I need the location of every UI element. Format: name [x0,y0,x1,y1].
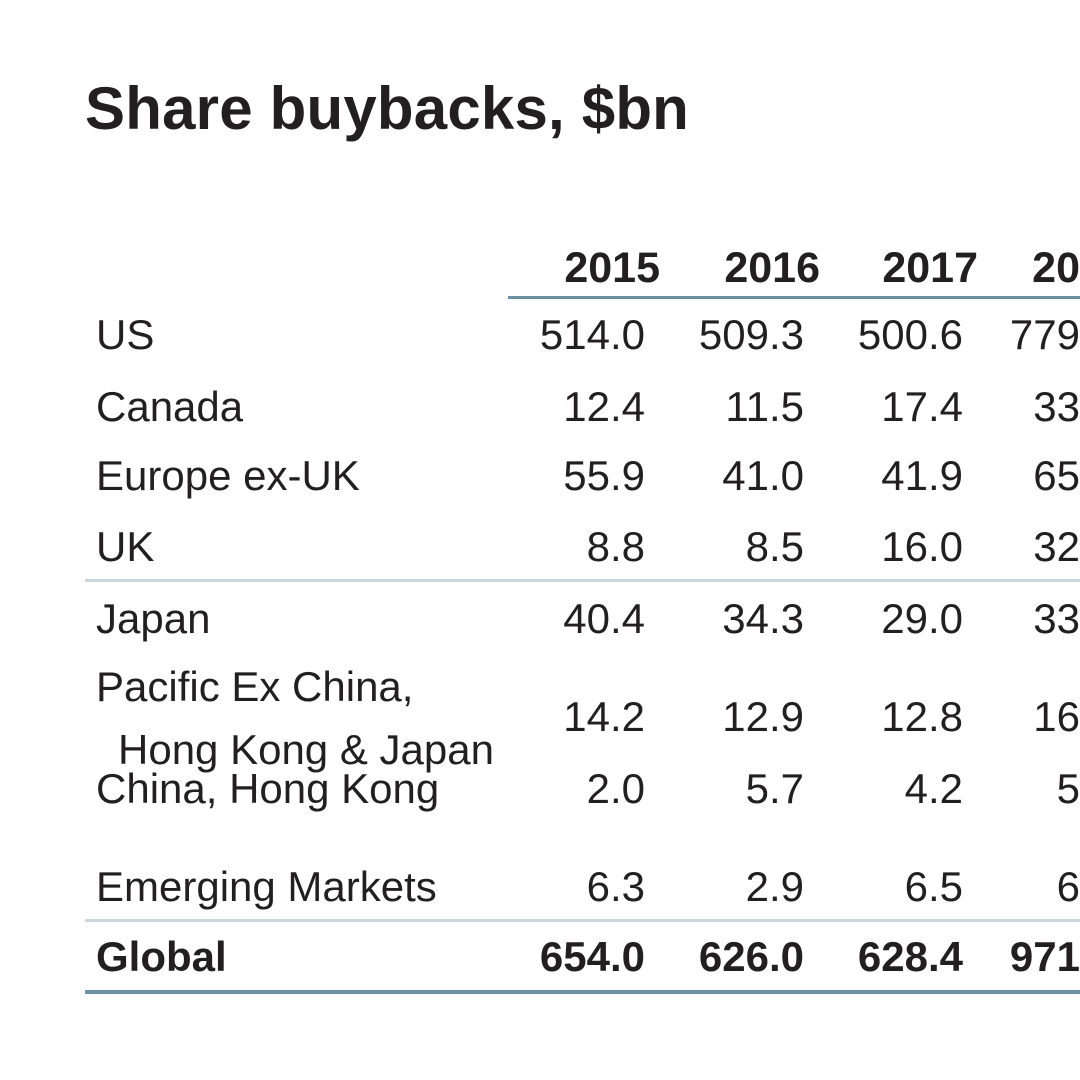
value-cell: 5.7 [745,765,804,812]
value-cell: 2.9 [745,863,804,910]
value-cell: 14.2 [563,693,645,740]
table-row-canada: Canada 12.4 11.5 17.4 33 [0,386,1080,428]
value-cell: 6.5 [904,863,963,910]
bottom-rule [85,990,1080,994]
column-header-2017: 2017 [882,244,978,292]
header-rule [508,296,1080,299]
value-cell: 2.0 [586,765,645,812]
row-label: China, Hong Kong [96,765,440,812]
value-cell: 628.4 [857,933,963,980]
value-cell: 654.0 [539,933,645,980]
column-header-4: 20 [1032,247,1080,290]
table-row-japan: Japan 40.4 34.3 29.0 33 [0,598,1080,640]
value-cell: 626.0 [698,933,804,980]
value-cell: 32 [1033,526,1080,568]
value-cell: 779 [1009,314,1080,356]
value-cell: 8.5 [745,523,804,570]
value-cell: 5 [1056,768,1080,810]
chart-title: Share buybacks, $bn [85,75,690,142]
row-label: UK [96,523,155,570]
value-cell: 12.9 [722,693,804,740]
value-cell: 500.6 [857,311,963,358]
value-cell: 12.4 [563,383,645,430]
value-cell: 971 [1009,936,1080,978]
value-cell: 17.4 [881,383,963,430]
value-cell: 41.9 [881,452,963,499]
value-cell: 514.0 [539,311,645,358]
value-cell: 12.8 [881,693,963,740]
value-cell: 509.3 [698,311,804,358]
row-label: Canada [96,383,244,430]
value-cell: 16 [1033,696,1080,738]
value-cell: 33 [1033,598,1080,640]
column-header-2015: 2015 [564,244,660,292]
value-cell: 6.3 [586,863,645,910]
value-cell: 4.2 [904,765,963,812]
row-label-continuation: Hong Kong & Japan [118,726,494,773]
value-cell: 8.8 [586,523,645,570]
table-row-global-total: Global 654.0 626.0 628.4 971 [0,936,1080,978]
table-row-pacific-ex-china: Pacific Ex China, Hong Kong & Japan 14.2… [0,666,1080,771]
row-label: Pacific Ex China, [96,663,414,710]
row-label: Japan [96,595,211,642]
row-label: Global [96,933,227,980]
value-cell: 33 [1033,386,1080,428]
value-cell: 16.0 [881,523,963,570]
value-cell: 40.4 [563,595,645,642]
table-row-china-hong-kong: China, Hong Kong 2.0 5.7 4.2 5 [0,768,1080,810]
total-divider [85,919,1080,922]
section-divider [85,579,1080,582]
table-row-europe-ex-uk: Europe ex-UK 55.9 41.0 41.9 65 [0,455,1080,497]
row-label: Europe ex-UK [96,452,360,499]
table-row-emerging-markets: Emerging Markets 6.3 2.9 6.5 6 [0,866,1080,908]
value-cell: 11.5 [725,383,804,430]
value-cell: 65 [1033,455,1080,497]
value-cell: 34.3 [722,595,804,642]
row-label: Emerging Markets [96,863,437,910]
value-cell: 6 [1056,866,1080,908]
row-label: US [96,311,155,358]
table-row-us: US 514.0 509.3 500.6 779 [0,314,1080,356]
table-header-row: 2015 2016 2017 20 [0,247,1080,290]
column-header-2016: 2016 [724,244,820,292]
value-cell: 29.0 [881,595,963,642]
value-cell: 41.0 [722,452,804,499]
table-row-uk: UK 8.8 8.5 16.0 32 [0,526,1080,568]
value-cell: 55.9 [563,452,645,499]
